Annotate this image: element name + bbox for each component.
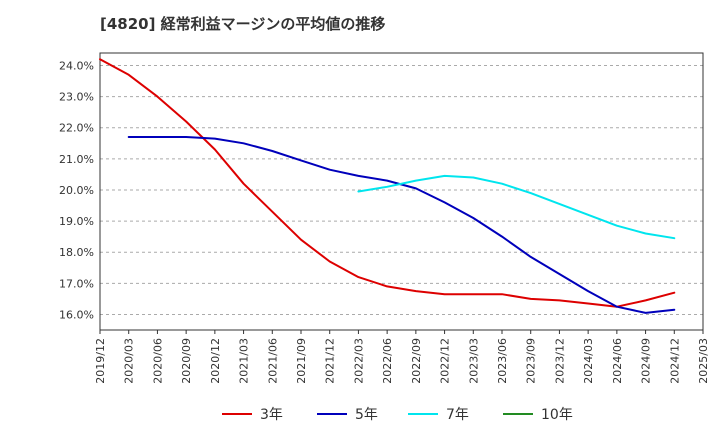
x-tick-label: 2025/03 xyxy=(697,338,710,384)
x-tick-label: 2023/06 xyxy=(496,338,509,384)
series-line-2 xyxy=(127,136,676,314)
legend-label: 7年 xyxy=(446,407,469,423)
x-tick-label: 2023/12 xyxy=(553,338,566,384)
x-tick-label: 2020/03 xyxy=(123,338,136,384)
x-tick-label: 2021/12 xyxy=(324,338,337,384)
x-tick-label: 2022/12 xyxy=(439,338,452,384)
x-tick-label: 2024/12 xyxy=(668,338,681,384)
legend-label: 3年 xyxy=(260,407,283,423)
x-tick-label: 2024/06 xyxy=(611,338,624,384)
x-axis: 2019/12 2020/03 2020/06 2020/09 2020/12 2021/… xyxy=(94,330,710,384)
series-line-1 xyxy=(99,58,676,308)
x-tick-label: 2020/06 xyxy=(151,338,164,384)
legend-label: 5年 xyxy=(355,407,378,423)
x-tick-label: 2023/09 xyxy=(525,338,538,384)
x-tick-label: 2022/09 xyxy=(410,338,423,384)
x-tick-label: 2021/09 xyxy=(295,338,308,384)
legend-label: 10年 xyxy=(541,407,573,423)
y-axis: 16.0% 17.0% 18.0% 19.0% 20.0% 21.0% 22.0% 23.0%… xyxy=(59,59,94,321)
series-line-3 xyxy=(357,174,676,240)
y-tick-label: 20.0% xyxy=(59,184,94,197)
y-tick-label: 18.0% xyxy=(59,246,94,259)
y-tick-label: 21.0% xyxy=(59,153,94,166)
x-tick-label: 2020/09 xyxy=(180,338,193,384)
chart-title: [4820] 経常利益マージンの平均値の推移 xyxy=(100,15,385,33)
x-tick-label: 2023/03 xyxy=(467,338,480,384)
y-tick-label: 24.0% xyxy=(59,59,94,72)
grid xyxy=(100,64,703,315)
y-tick-label: 19.0% xyxy=(59,215,94,228)
x-tick-label: 2019/12 xyxy=(94,338,107,384)
y-tick-label: 22.0% xyxy=(59,122,94,135)
x-tick-label: 2021/03 xyxy=(238,338,251,384)
y-tick-label: 17.0% xyxy=(59,277,94,290)
x-tick-label: 2021/06 xyxy=(266,338,279,384)
x-tick-label: 2022/03 xyxy=(352,338,365,384)
series-layer xyxy=(99,58,676,314)
x-tick-label: 2024/09 xyxy=(640,338,653,384)
y-tick-label: 16.0% xyxy=(59,308,94,321)
plot-frame xyxy=(99,52,704,331)
x-tick-label: 2024/03 xyxy=(582,338,595,384)
y-tick-label: 23.0% xyxy=(59,91,94,104)
x-tick-label: 2022/06 xyxy=(381,338,394,384)
legend: 3年 5年 7年 10年 xyxy=(222,407,573,423)
x-tick-label: 2020/12 xyxy=(209,338,222,384)
